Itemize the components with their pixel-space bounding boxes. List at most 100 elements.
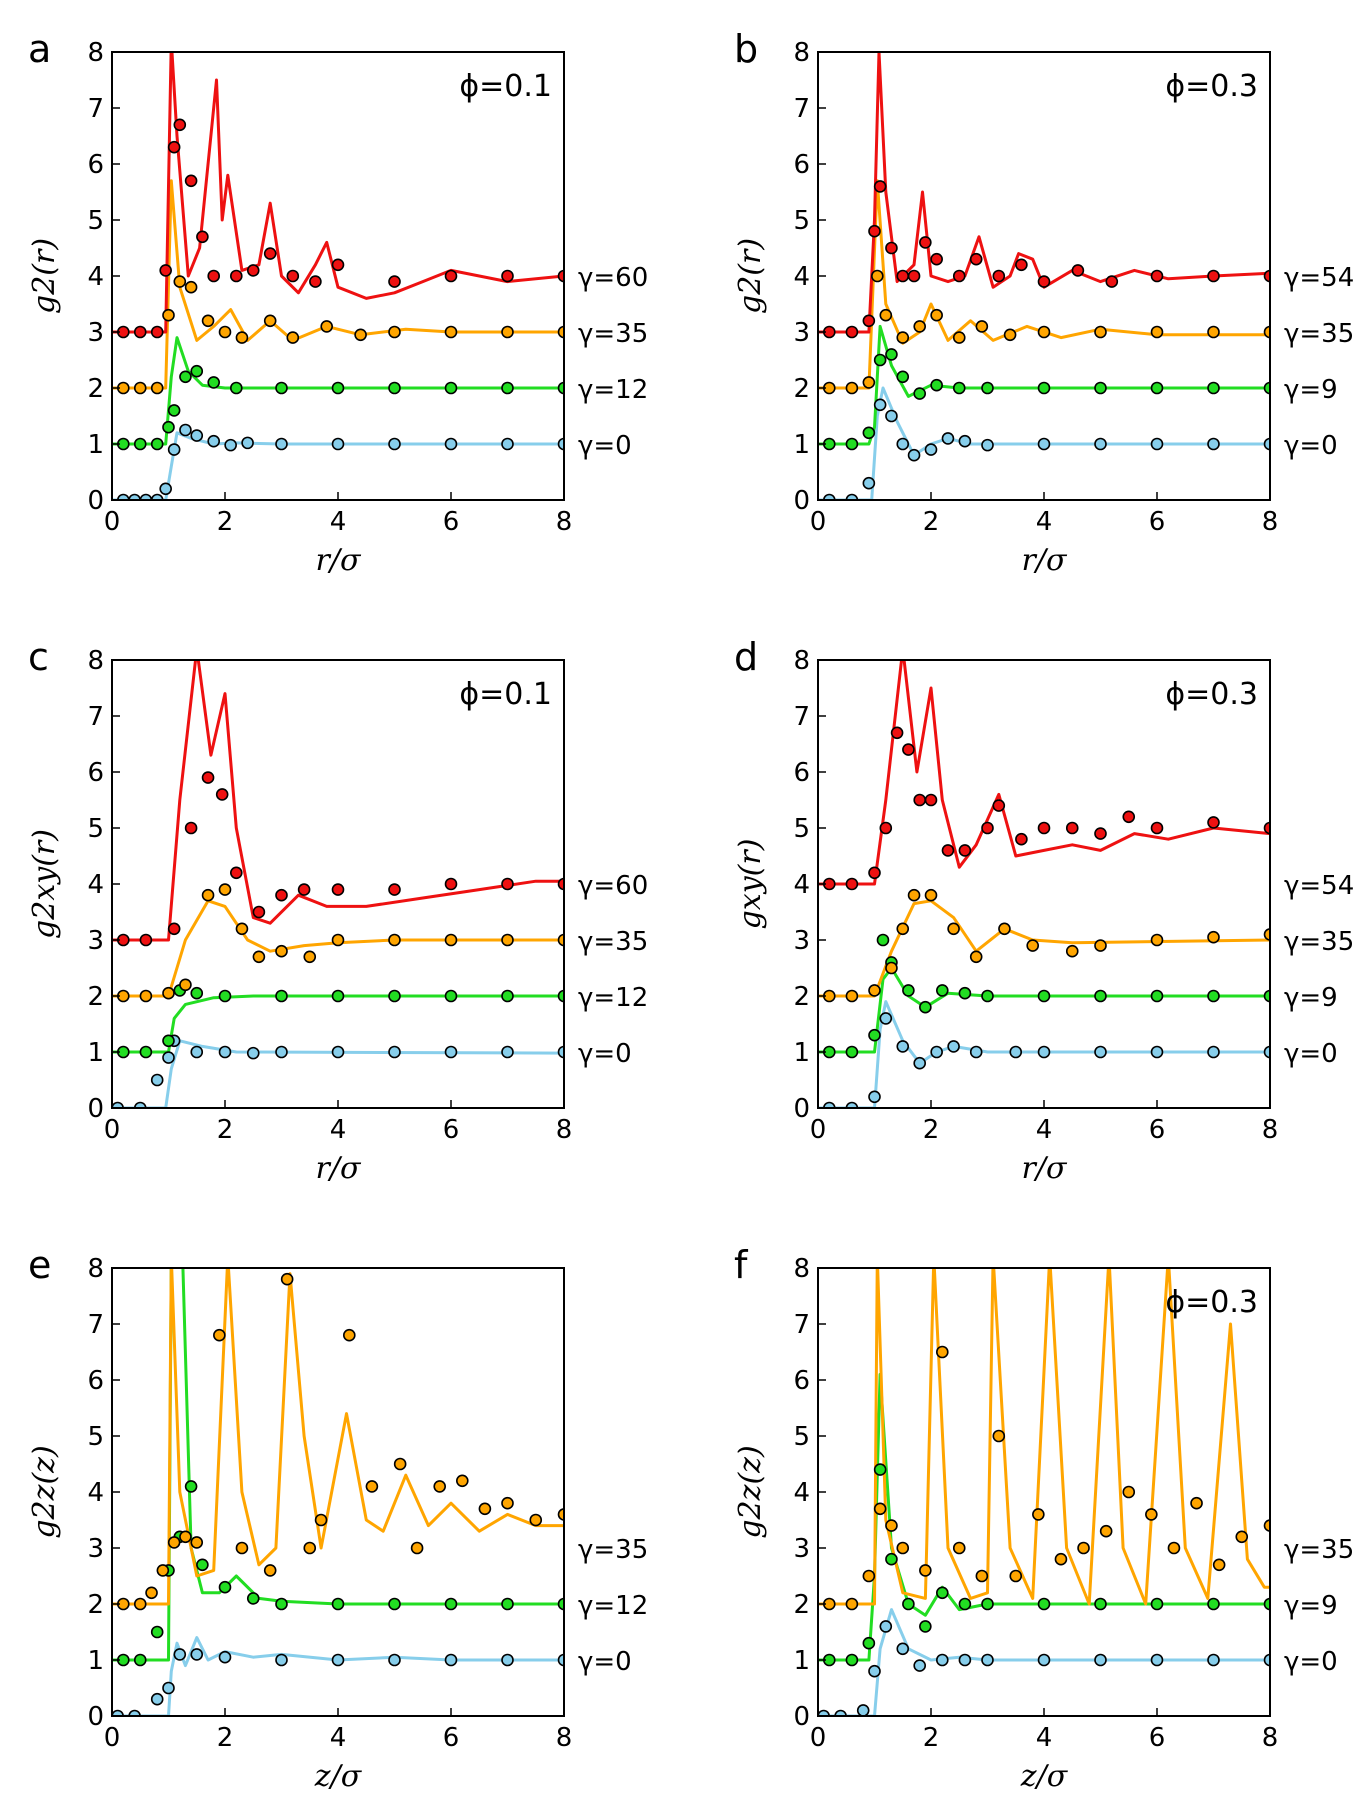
series-line xyxy=(818,966,1270,1054)
data-point xyxy=(1263,1519,1270,1532)
series-label: γ=54 xyxy=(1284,871,1354,901)
data-point xyxy=(924,793,938,807)
series-line xyxy=(112,1636,564,1716)
data-point xyxy=(444,381,458,395)
data-point xyxy=(896,331,910,344)
data-point xyxy=(935,1586,949,1600)
plot-area xyxy=(818,1268,1270,1716)
data-point xyxy=(388,275,401,288)
data-point xyxy=(388,437,401,451)
y-tick-label: 8 xyxy=(793,1254,810,1284)
data-point xyxy=(1207,989,1220,1003)
data-point xyxy=(557,269,564,283)
data-point xyxy=(981,1597,994,1611)
series-label: γ=0 xyxy=(1284,1039,1338,1069)
data-point xyxy=(280,1272,294,1286)
x-axis-label: r/σ xyxy=(316,1151,362,1186)
data-point xyxy=(958,1653,972,1667)
data-point xyxy=(388,325,401,339)
data-point xyxy=(845,381,859,395)
data-point xyxy=(873,180,887,193)
y-tick-label: 7 xyxy=(87,702,104,732)
data-point xyxy=(907,448,921,462)
data-point xyxy=(981,989,994,1003)
panel-e: 0 1 2 3 4 5 6 7 8 0 2 4 6 8 e z/σ g2z(z) γ=0 γ=12 γ=35 xyxy=(27,1243,648,1794)
data-point xyxy=(924,888,938,902)
data-point xyxy=(885,961,898,975)
data-point xyxy=(845,1045,859,1059)
data-point xyxy=(907,269,921,283)
data-point xyxy=(947,1040,960,1053)
y-tick-label: 8 xyxy=(793,646,810,676)
series-line xyxy=(112,1268,564,1606)
data-point xyxy=(331,1653,345,1667)
data-point xyxy=(133,325,147,339)
data-point xyxy=(919,1000,932,1014)
data-point xyxy=(1105,275,1119,288)
data-point xyxy=(557,1597,564,1611)
data-point xyxy=(975,1569,989,1583)
data-point xyxy=(845,989,859,1003)
x-tick-label: 8 xyxy=(1262,507,1279,537)
series-label: γ=35 xyxy=(578,319,648,349)
data-point xyxy=(941,432,955,445)
data-point xyxy=(184,821,198,835)
data-point xyxy=(902,1597,915,1611)
data-point xyxy=(501,437,514,451)
x-tick-label: 0 xyxy=(104,1723,121,1753)
x-tick-label: 2 xyxy=(217,507,234,537)
x-tick-label: 4 xyxy=(1036,1723,1053,1753)
data-point xyxy=(1207,816,1220,829)
data-point xyxy=(167,443,181,456)
y-tick-label: 0 xyxy=(87,486,104,516)
y-axis-label: g2(r) xyxy=(733,238,768,314)
data-point xyxy=(845,493,859,500)
data-point xyxy=(167,1536,181,1549)
data-point xyxy=(947,922,960,936)
data-point xyxy=(1263,1045,1270,1059)
data-point xyxy=(342,1328,356,1342)
data-point xyxy=(1094,827,1107,840)
y-tick-label: 1 xyxy=(793,1646,810,1676)
data-point xyxy=(173,275,187,288)
data-point xyxy=(890,726,904,740)
data-point xyxy=(201,771,215,784)
data-point xyxy=(501,1045,514,1059)
data-point xyxy=(1009,1045,1023,1059)
data-point xyxy=(871,269,884,283)
y-tick-label: 6 xyxy=(793,758,810,788)
data-point xyxy=(952,331,966,344)
y-tick-label: 2 xyxy=(793,374,810,404)
data-point xyxy=(930,378,943,392)
data-point xyxy=(1094,325,1107,339)
series-label: γ=0 xyxy=(578,1647,632,1677)
data-point xyxy=(1207,269,1220,283)
series-label: γ=60 xyxy=(578,263,648,293)
data-point xyxy=(230,866,243,880)
y-tick-label: 3 xyxy=(87,926,104,956)
data-point xyxy=(218,1045,232,1059)
data-point xyxy=(1207,930,1220,944)
data-point xyxy=(444,437,458,451)
data-point xyxy=(303,1541,317,1555)
data-point xyxy=(167,404,181,417)
data-point xyxy=(501,325,514,339)
series-label: γ=35 xyxy=(578,927,648,957)
phi-annotation: ϕ=0.1 xyxy=(459,69,552,104)
data-point xyxy=(935,1345,949,1359)
y-tick-label: 1 xyxy=(87,1646,104,1676)
panel-c: 0 1 2 3 4 5 6 7 8 0 2 4 6 8 c ϕ=0.1 r/σ g2xy(r) γ=0 γ=12 γ=3… xyxy=(27,635,648,1186)
data-point xyxy=(444,1045,458,1059)
data-point xyxy=(133,1653,147,1667)
data-point xyxy=(455,1474,469,1488)
data-point xyxy=(952,381,966,395)
series-line xyxy=(112,660,564,942)
data-point xyxy=(275,1597,288,1611)
data-point xyxy=(1207,325,1220,339)
data-point xyxy=(845,1653,859,1667)
data-point xyxy=(173,1648,187,1661)
data-point xyxy=(557,933,564,947)
x-axis-label: r/σ xyxy=(1022,543,1068,578)
data-point xyxy=(1207,1653,1220,1667)
data-point xyxy=(444,1653,458,1667)
